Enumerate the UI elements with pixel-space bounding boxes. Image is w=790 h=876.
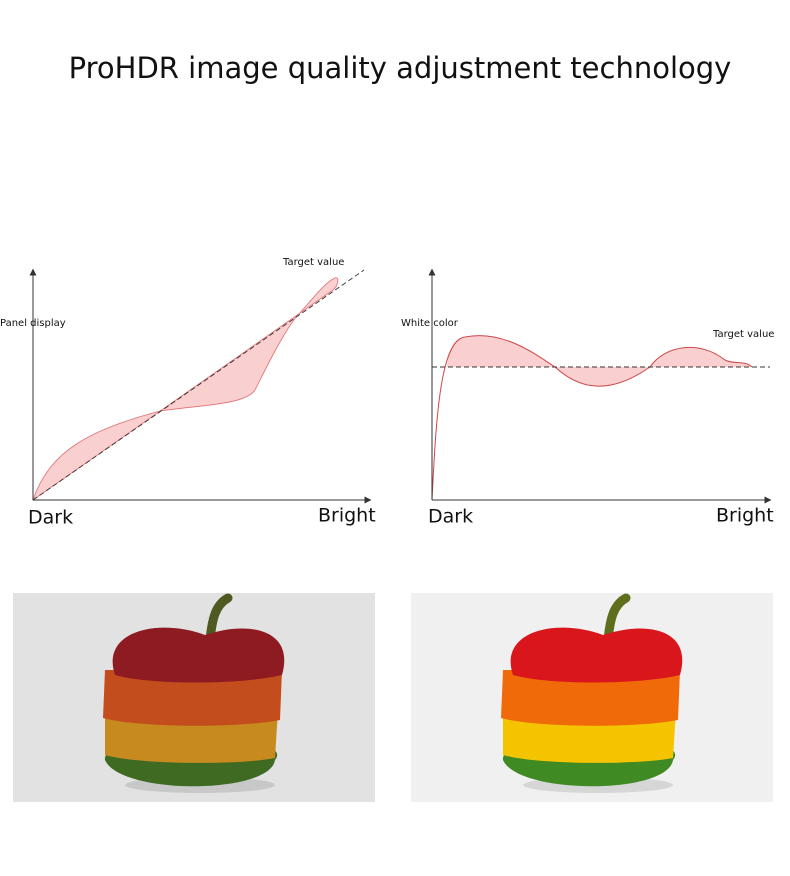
x-start: Dark: [28, 507, 73, 529]
photo-after: [411, 593, 773, 802]
target-label: Target value: [282, 257, 344, 268]
target-label: Target value: [712, 329, 774, 340]
curve: [431, 335, 753, 501]
diagram-left: Target value Panel display Dark Bright: [0, 257, 376, 529]
curve-area: [32, 277, 339, 502]
y-label: Panel display: [0, 318, 66, 329]
y-label: White color: [401, 318, 459, 329]
x-end: Bright: [318, 505, 376, 527]
curve-area: [447, 335, 752, 387]
x-end: Bright: [716, 505, 774, 527]
x-start: Dark: [428, 506, 473, 528]
target-line: [32, 269, 365, 501]
diagram-right: Target value White color Dark Bright: [401, 268, 774, 528]
title: ProHDR image quality adjustment technolo…: [69, 51, 732, 85]
photo-before: [13, 593, 375, 802]
